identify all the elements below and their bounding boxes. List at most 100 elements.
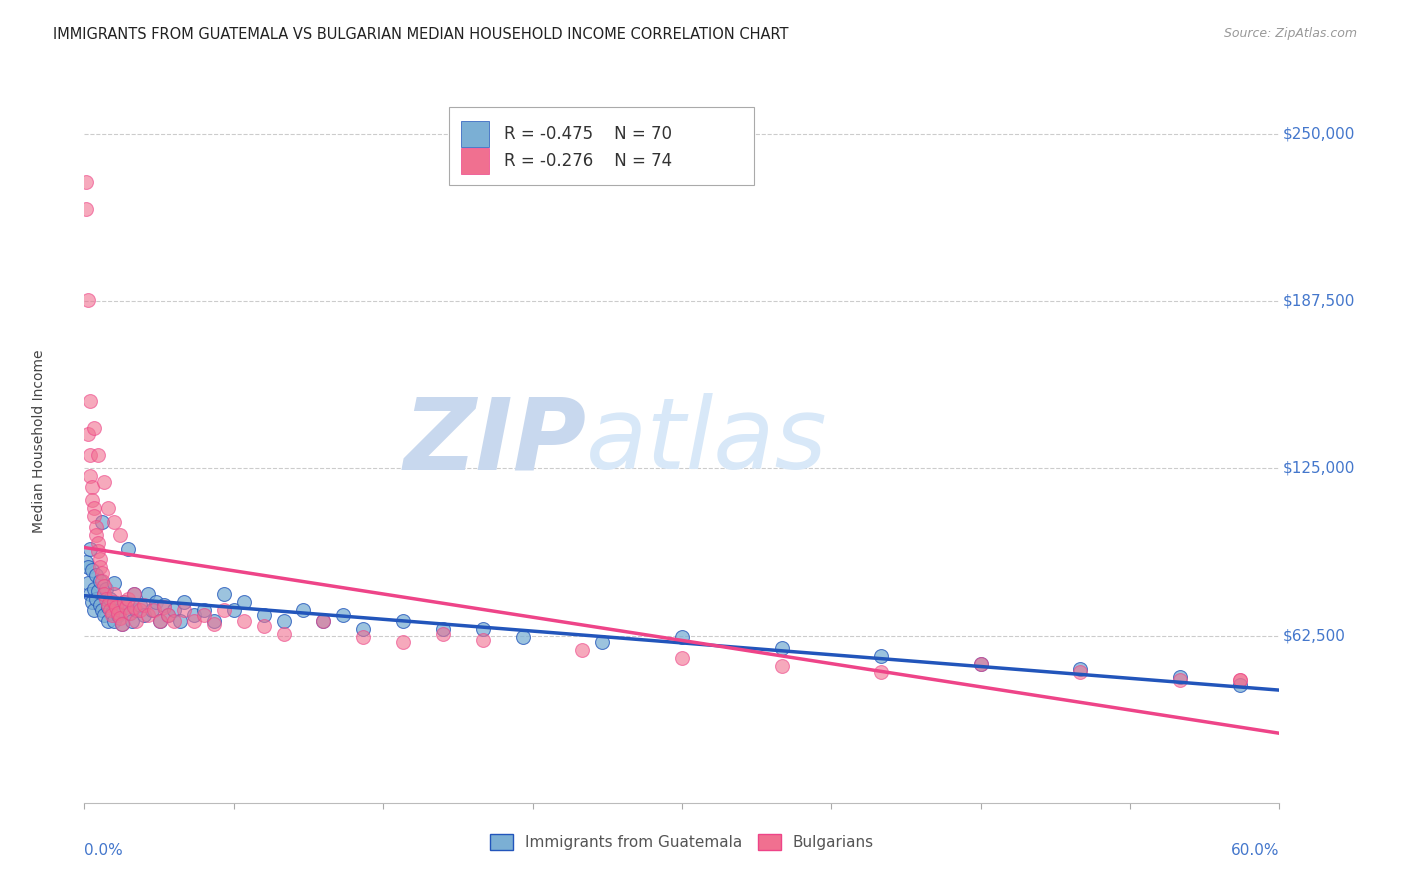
Point [93, 608, 115, 623]
Point [120, 606, 142, 620]
Point [352, 630, 374, 644]
Point [82, 493, 104, 508]
Text: ZIP: ZIP [404, 393, 586, 490]
Point [970, 657, 993, 671]
Point [115, 600, 138, 615]
Point [117, 592, 139, 607]
Point [86, 568, 108, 582]
Point [98, 592, 121, 607]
Point [91, 515, 114, 529]
Text: Median Household Income: Median Household Income [32, 350, 46, 533]
Point [75, 555, 97, 569]
Text: R = -0.475    N = 70: R = -0.475 N = 70 [503, 126, 672, 144]
Text: IMMIGRANTS FROM GUATEMALA VS BULGARIAN MEDIAN HOUSEHOLD INCOME CORRELATION CHART: IMMIGRANTS FROM GUATEMALA VS BULGARIAN M… [53, 27, 789, 42]
Point [1069, 662, 1091, 676]
Point [129, 603, 152, 617]
Point [970, 657, 993, 671]
Point [110, 611, 132, 625]
Point [512, 630, 534, 644]
Point [83, 509, 105, 524]
Point [232, 595, 254, 609]
Point [93, 579, 115, 593]
Point [86, 520, 108, 534]
Point [870, 665, 893, 679]
Point [392, 635, 415, 649]
Point [82, 563, 104, 577]
Point [1229, 678, 1251, 692]
Point [91, 574, 114, 588]
Point [143, 603, 166, 617]
Point [87, 544, 110, 558]
Point [91, 566, 114, 580]
Point [120, 606, 142, 620]
Point [122, 587, 145, 601]
Point [107, 606, 129, 620]
Point [117, 541, 139, 556]
Point [75, 175, 97, 189]
Point [101, 606, 124, 620]
Point [312, 614, 335, 628]
Point [82, 595, 104, 609]
Point [149, 614, 172, 628]
Point [202, 616, 225, 631]
Point [392, 614, 415, 628]
Point [105, 600, 128, 615]
Point [770, 659, 793, 673]
Point [79, 469, 101, 483]
Point [273, 614, 295, 628]
Point [136, 587, 159, 601]
Point [870, 648, 893, 663]
Point [169, 614, 191, 628]
Point [91, 603, 114, 617]
Text: atlas: atlas [586, 393, 828, 490]
Point [193, 603, 215, 617]
Text: 60.0%: 60.0% [1232, 843, 1279, 857]
Point [432, 627, 454, 641]
Point [83, 501, 105, 516]
Point [591, 635, 613, 649]
Point [79, 587, 101, 601]
Point [193, 608, 215, 623]
Point [101, 608, 124, 623]
Point [89, 574, 111, 588]
FancyBboxPatch shape [461, 121, 489, 147]
Point [212, 603, 235, 617]
Point [107, 608, 129, 623]
Point [132, 598, 156, 612]
Point [232, 614, 254, 628]
Point [163, 603, 186, 617]
Point [86, 528, 108, 542]
Point [96, 582, 118, 596]
Point [110, 528, 132, 542]
Point [332, 608, 354, 623]
Point [82, 480, 104, 494]
Point [97, 614, 120, 628]
Point [222, 603, 245, 617]
Point [136, 608, 159, 623]
Point [253, 608, 276, 623]
Point [122, 600, 145, 615]
Point [111, 616, 134, 631]
Point [105, 598, 128, 612]
Point [157, 608, 180, 623]
Point [312, 614, 335, 628]
Point [273, 627, 295, 641]
Point [671, 630, 693, 644]
Text: $250,000: $250,000 [1284, 127, 1355, 141]
Point [75, 202, 97, 216]
Point [132, 608, 156, 623]
Point [125, 614, 148, 628]
Point [93, 475, 115, 489]
Point [253, 619, 276, 633]
Point [471, 632, 494, 647]
Point [149, 614, 172, 628]
Point [163, 614, 186, 628]
Text: $62,500: $62,500 [1284, 628, 1346, 643]
Point [98, 603, 121, 617]
Text: R = -0.276    N = 74: R = -0.276 N = 74 [503, 153, 672, 170]
Point [86, 592, 108, 607]
Point [183, 608, 205, 623]
Point [129, 598, 152, 612]
Point [89, 598, 111, 612]
Point [97, 600, 120, 615]
